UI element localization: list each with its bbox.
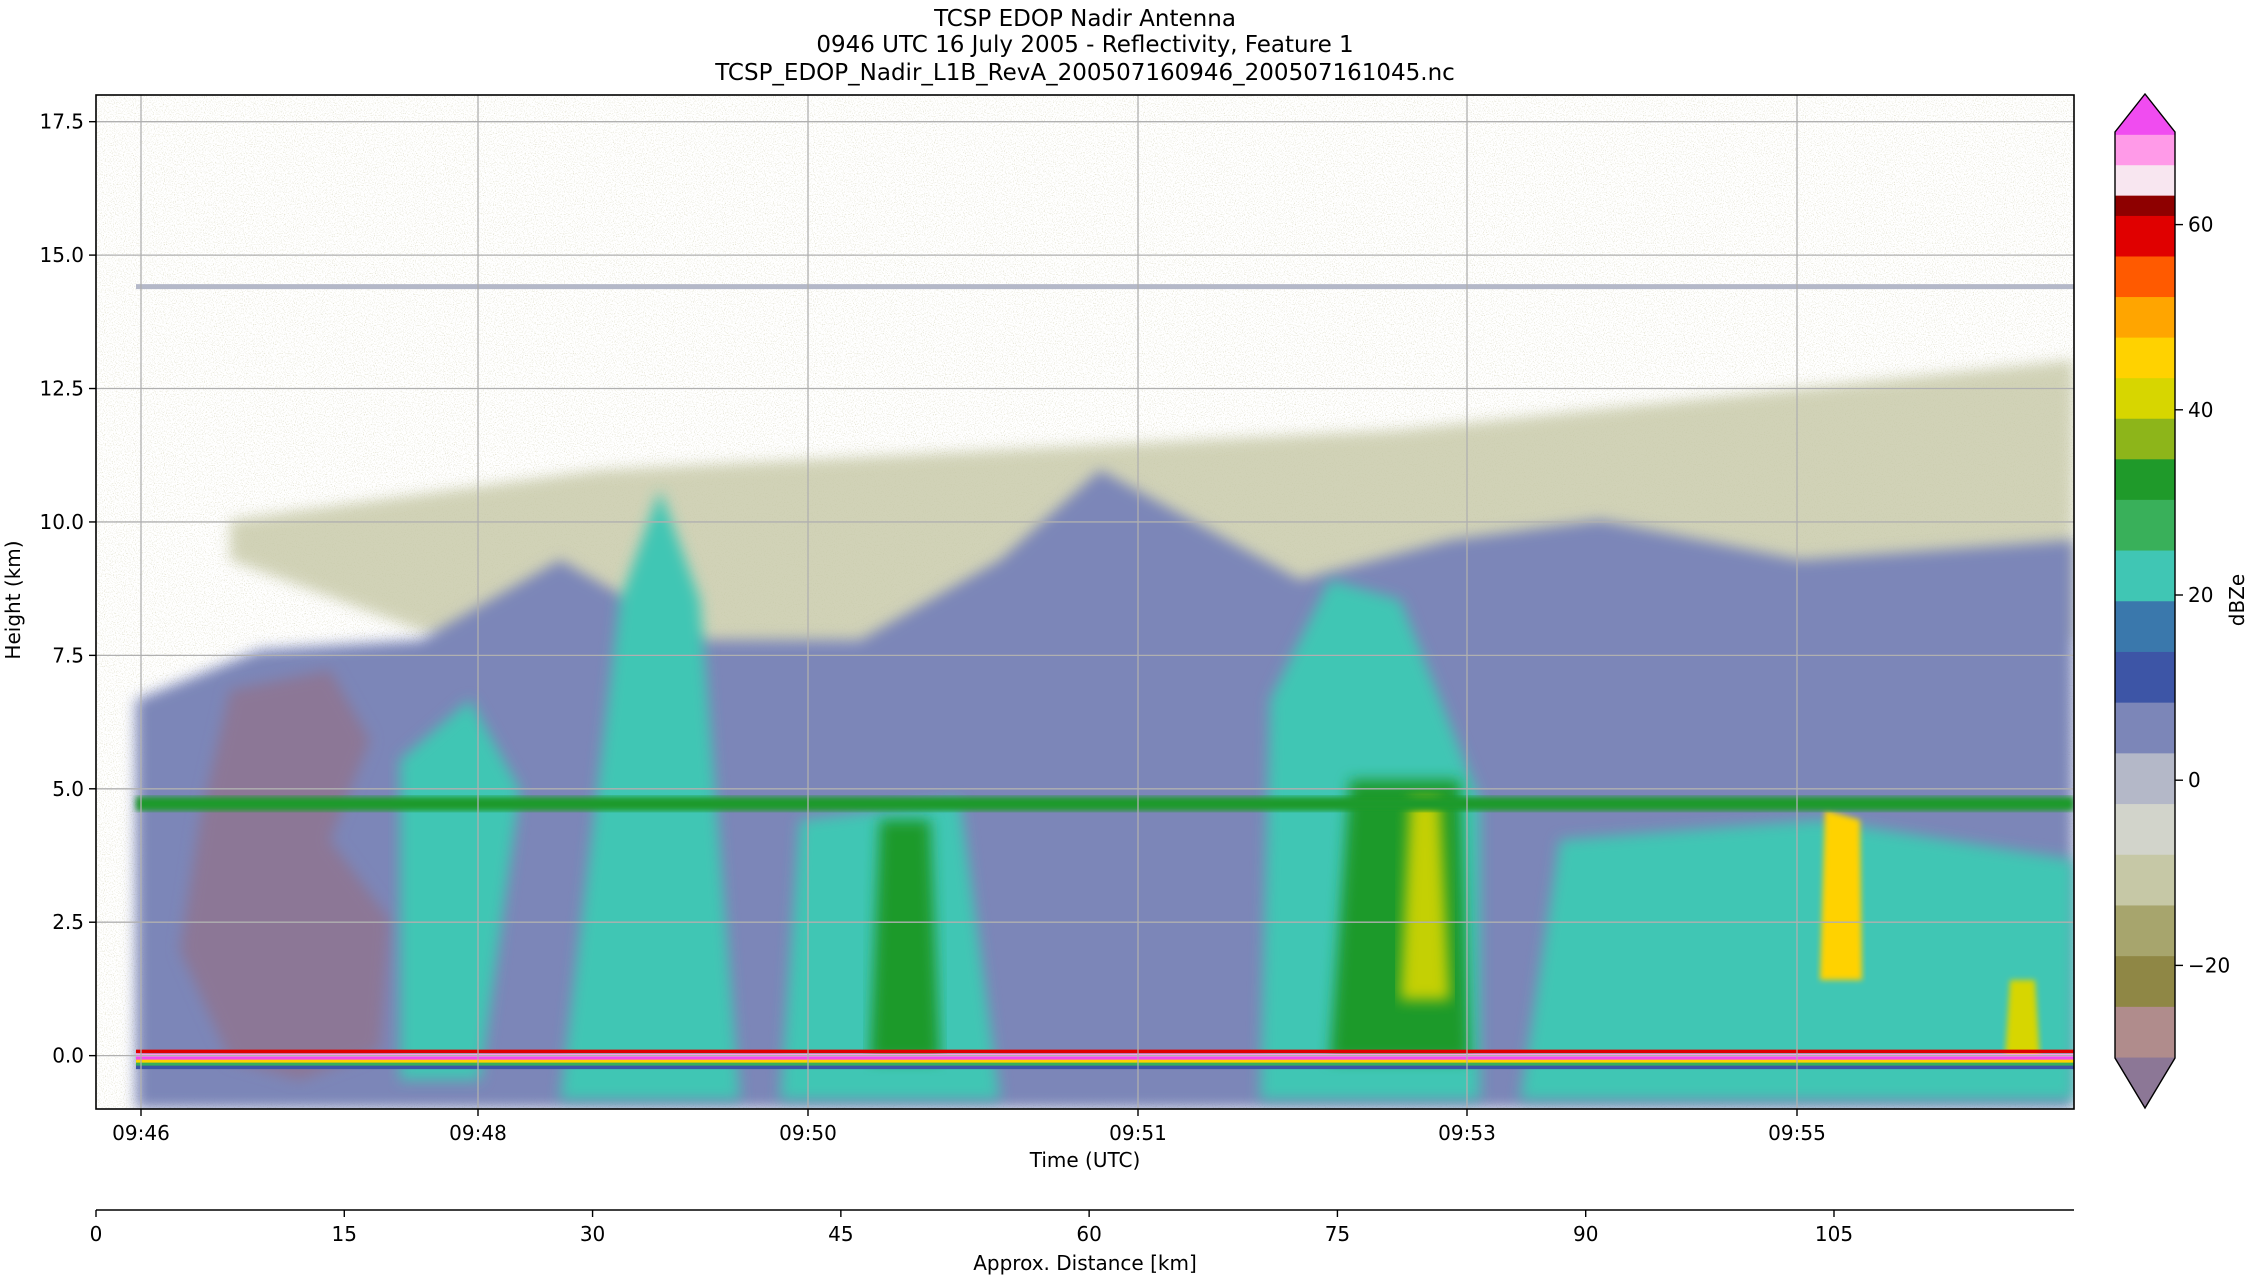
x-tick-label: 09:55	[1768, 1121, 1826, 1145]
distance-tick-label: 60	[1076, 1222, 1101, 1246]
core-green-2	[1330, 780, 1470, 1060]
chart-title-line-1: TCSP EDOP Nadir Antenna	[933, 6, 1236, 32]
y-tick-label: 10.0	[39, 510, 84, 534]
upper-artifact-band	[136, 284, 2074, 290]
core-yellow-1	[1400, 800, 1450, 1000]
surface-return	[136, 1059, 2074, 1064]
core-green-1	[870, 820, 940, 1060]
reflectivity-plot	[96, 95, 2074, 1109]
colorbar-tick-label: 60	[2188, 213, 2213, 237]
core-yellow-3	[2005, 980, 2040, 1060]
y-tick-label: 17.5	[39, 110, 84, 134]
y-tick-label: 2.5	[52, 910, 84, 934]
distance-tick-label: 90	[1573, 1222, 1598, 1246]
grid-lines	[96, 95, 2074, 1109]
surface-return	[136, 1062, 2074, 1067]
colorbar-tick-label: −20	[2188, 953, 2230, 977]
distance-tick-label: 45	[828, 1222, 853, 1246]
surface-return	[136, 1056, 2074, 1061]
y-tick-label: 12.5	[39, 377, 84, 401]
y-tick-label: 15.0	[39, 243, 84, 267]
clear-gap	[180, 670, 390, 1080]
y-axis-label: Height (km)	[1, 540, 25, 659]
distance-axis-label: Approx. Distance [km]	[973, 1251, 1197, 1275]
y-axis-ticks: 0.0 2.5 5.0 7.5 10.0 12.5 15.0 17.5	[39, 110, 96, 1068]
y-tick-label: 0.0	[52, 1044, 84, 1068]
convection-cell-1	[400, 700, 520, 1080]
x-tick-label: 09:46	[112, 1121, 170, 1145]
bright-band	[136, 796, 2074, 811]
colorbar-tick-label: 20	[2188, 583, 2213, 607]
distance-axis-ticks: 0 15 30 45 60 75 90 105	[90, 1210, 1853, 1246]
plot-frame	[95, 94, 2075, 1110]
core-yellow-2	[1820, 810, 1862, 980]
colorbar-ticks: −20 0 20 40 60	[2175, 213, 2230, 977]
distance-tick-label: 30	[580, 1222, 605, 1246]
echo-layers	[136, 284, 2074, 1109]
colorbar-tick-label: 0	[2188, 768, 2201, 792]
colorbar: −20 0 20 40 60 dBZe	[2114, 92, 2249, 1110]
chart-title-line-3: TCSP_EDOP_Nadir_L1B_RevA_200507160946_20…	[714, 60, 1455, 86]
chart-title-line-2: 0946 UTC 16 July 2005 - Reflectivity, Fe…	[816, 32, 1353, 58]
x-tick-label: 09:48	[449, 1121, 507, 1145]
surface-return	[136, 1065, 2074, 1070]
distance-tick-label: 75	[1325, 1222, 1350, 1246]
distance-tick-label: 15	[332, 1222, 357, 1246]
x-axis-label: Time (UTC)	[1029, 1148, 1141, 1172]
y-tick-label: 7.5	[52, 643, 84, 667]
x-tick-label: 09:53	[1438, 1121, 1496, 1145]
x-tick-label: 09:50	[779, 1121, 837, 1145]
colorbar-body	[2114, 92, 2176, 1110]
surface-return	[136, 1049, 2074, 1054]
colorbar-label: dBZe	[2225, 574, 2249, 626]
distance-tick-label: 0	[90, 1222, 103, 1246]
convection-cell-2	[560, 490, 740, 1100]
colorbar-tick-label: 40	[2188, 398, 2213, 422]
y-tick-label: 5.0	[52, 777, 84, 801]
distance-tick-label: 105	[1815, 1222, 1853, 1246]
x-axis-ticks: 09:46 09:48 09:50 09:51 09:53 09:55	[112, 1109, 1826, 1145]
x-tick-label: 09:51	[1109, 1121, 1167, 1145]
